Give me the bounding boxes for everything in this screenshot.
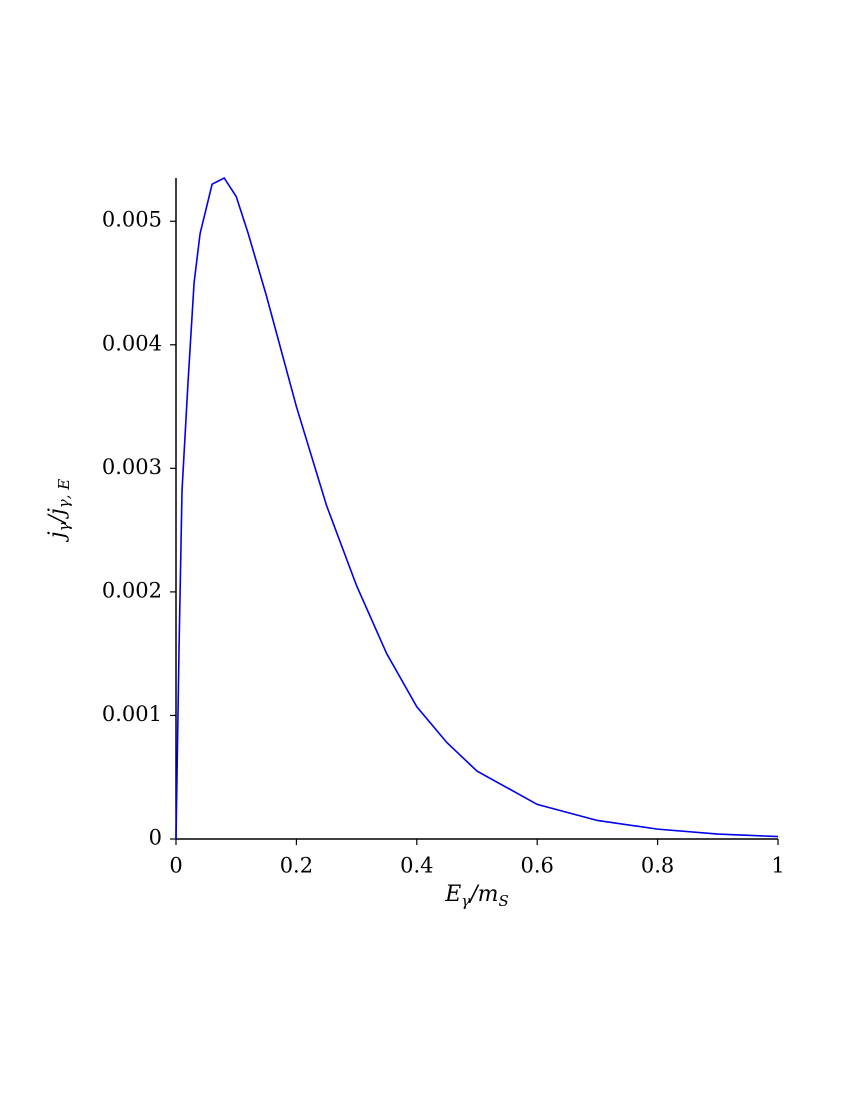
x-tick-label: 0.2 — [280, 854, 313, 878]
y-axis-label: jγ/jγ, E — [45, 479, 73, 544]
y-tick-label: 0.003 — [102, 455, 162, 479]
x-axis-label-text: E — [444, 882, 461, 907]
y-tick-label: 0.002 — [102, 578, 162, 602]
x-tick-label: 1 — [771, 854, 784, 878]
y-axis-label-text: /j — [45, 508, 70, 524]
x-axis-label-text: /m — [468, 882, 498, 907]
y-axis-label-text: j — [45, 531, 70, 543]
data-line — [175, 176, 779, 840]
x-tick-label: 0.4 — [400, 854, 433, 878]
x-tick-label: 0.6 — [520, 854, 553, 878]
y-tick-label: 0 — [149, 826, 162, 850]
x-axis-label: Eγ/mS — [444, 882, 509, 910]
x-axis-label-sub: S — [499, 892, 509, 910]
y-tick-label: 0.005 — [102, 208, 162, 232]
x-tick-label: 0 — [169, 854, 182, 878]
y-tick-label: 0.004 — [102, 331, 162, 355]
x-tick-label: 0.8 — [641, 854, 674, 878]
y-axis-label-sub: γ — [55, 522, 73, 531]
x-axis-label-sub: γ — [461, 892, 470, 910]
y-tick-label: 0.001 — [102, 702, 162, 726]
y-axis-label-sub: γ, E — [55, 479, 73, 509]
